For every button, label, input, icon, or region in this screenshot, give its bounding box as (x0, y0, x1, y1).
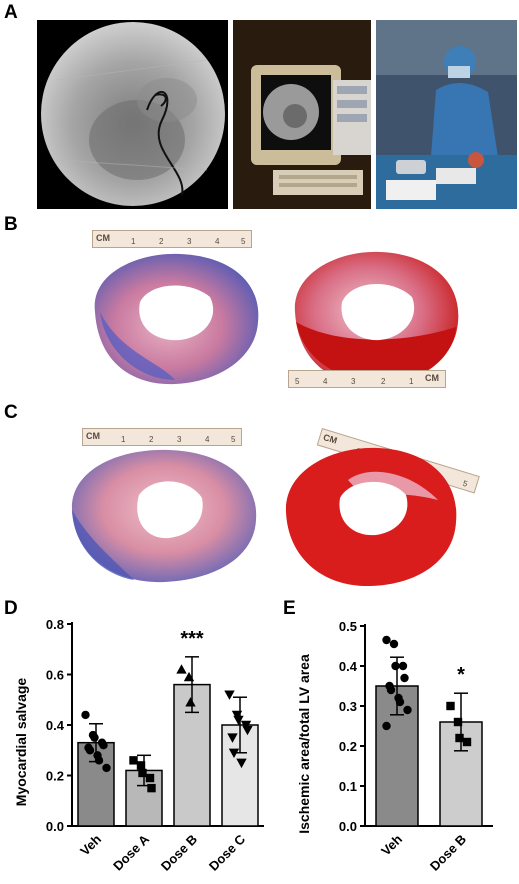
data-point (227, 733, 238, 743)
data-point (403, 705, 412, 715)
data-point (94, 756, 104, 765)
ruler: CM 1 2 3 4 5 (82, 428, 242, 446)
data-point (242, 725, 253, 736)
ruler: 5 4 3 2 1 CM (288, 370, 446, 388)
ruler-number: 2 (149, 435, 154, 444)
data-point (102, 763, 111, 773)
x-tick-label: Dose A (110, 831, 152, 873)
ruler-unit-label: CM (86, 431, 100, 441)
ruler-number: 2 (381, 377, 386, 386)
ruler-number: 5 (241, 237, 246, 246)
ruler-number: 1 (121, 435, 126, 444)
panel-a-label: A (4, 2, 18, 23)
data-point (138, 768, 147, 778)
ruler-number: 3 (177, 435, 182, 444)
data-point (395, 697, 405, 707)
y-axis-label: Ischemic area/total LV area (296, 654, 312, 834)
data-point (382, 721, 391, 731)
ruler-number: 4 (323, 377, 328, 386)
y-axis-label: Myocardial salvage (13, 678, 29, 807)
y-tick-label: 0.0 (46, 819, 64, 834)
data-point (147, 783, 156, 793)
x-tick-label: Dose C (206, 831, 249, 874)
fluoroscopy-graphic (41, 22, 225, 206)
y-tick-label: 0.4 (46, 718, 65, 733)
data-point (236, 758, 247, 769)
data-point (400, 673, 409, 683)
ruler-number: 5 (231, 435, 236, 444)
data-point (183, 671, 195, 682)
data-point (240, 720, 252, 731)
panel-b-label: B (4, 214, 18, 235)
heart-slice-blue (94, 253, 259, 385)
fluoroscopy-image (37, 20, 228, 209)
y-tick-label: 0.0 (339, 819, 357, 834)
data-point (446, 701, 455, 711)
data-point (382, 635, 391, 645)
data-point (185, 697, 196, 707)
y-tick-label: 0.6 (46, 668, 64, 683)
data-point (398, 661, 408, 671)
data-point (391, 661, 400, 671)
data-point (231, 710, 243, 721)
data-point (224, 690, 235, 700)
x-tick-label: Dose B (427, 832, 469, 874)
data-point (85, 746, 95, 755)
significance-label: *** (180, 628, 204, 650)
heart-slice-red (294, 251, 459, 385)
x-tick-label: Veh (378, 831, 405, 858)
data-point (233, 715, 244, 726)
data-point (176, 664, 187, 674)
data-point (90, 733, 99, 742)
ruler-unit-label: CM (425, 373, 439, 383)
y-tick-label: 0.3 (339, 699, 357, 714)
ruler-number: 3 (351, 377, 356, 386)
data-point (81, 710, 90, 720)
y-tick-label: 0.5 (339, 619, 357, 634)
x-tick-label: Dose B (158, 832, 200, 874)
heart-slice-blue (71, 449, 257, 583)
y-tick-label: 0.2 (339, 739, 357, 754)
ruler-number: 5 (295, 377, 300, 386)
ruler-unit-label: CM (96, 233, 110, 243)
data-point (145, 773, 155, 783)
data-point (389, 639, 399, 649)
data-point (136, 761, 146, 770)
panel-d-label: D (4, 598, 18, 619)
panel-e-label: E (283, 598, 296, 619)
significance-label: * (457, 664, 465, 686)
ruler-number: 1 (409, 377, 414, 386)
data-point (462, 737, 472, 747)
y-tick-label: 0.1 (339, 779, 357, 794)
bar (221, 724, 259, 827)
ruler: CM 1 2 3 4 5 (92, 230, 252, 248)
data-point (228, 748, 240, 758)
ruler-number: 3 (187, 237, 192, 246)
data-point (453, 717, 463, 727)
ruler-number: 1 (131, 237, 136, 246)
y-tick-label: 0.2 (46, 769, 64, 784)
heart-slice-red (285, 447, 457, 587)
monitor-graphic (233, 20, 371, 209)
chart-e: Ischemic area/total LV area 0.0 0.1 0.2 0.3… (296, 619, 493, 874)
x-tick-label: Veh (77, 831, 104, 858)
ruler-number: 4 (215, 237, 220, 246)
data-point (455, 733, 464, 743)
monitor-photo (233, 20, 371, 209)
ruler-number: 4 (205, 435, 210, 444)
panel-c-label: C (4, 402, 18, 423)
y-tick-label: 0.4 (339, 659, 358, 674)
surgeon-graphic (376, 20, 517, 209)
data-point (99, 741, 108, 750)
ruler-number: 2 (159, 237, 164, 246)
y-tick-label: 0.8 (46, 617, 64, 632)
data-point (129, 756, 138, 765)
data-point (386, 685, 396, 695)
surgeon-photo (376, 20, 517, 209)
